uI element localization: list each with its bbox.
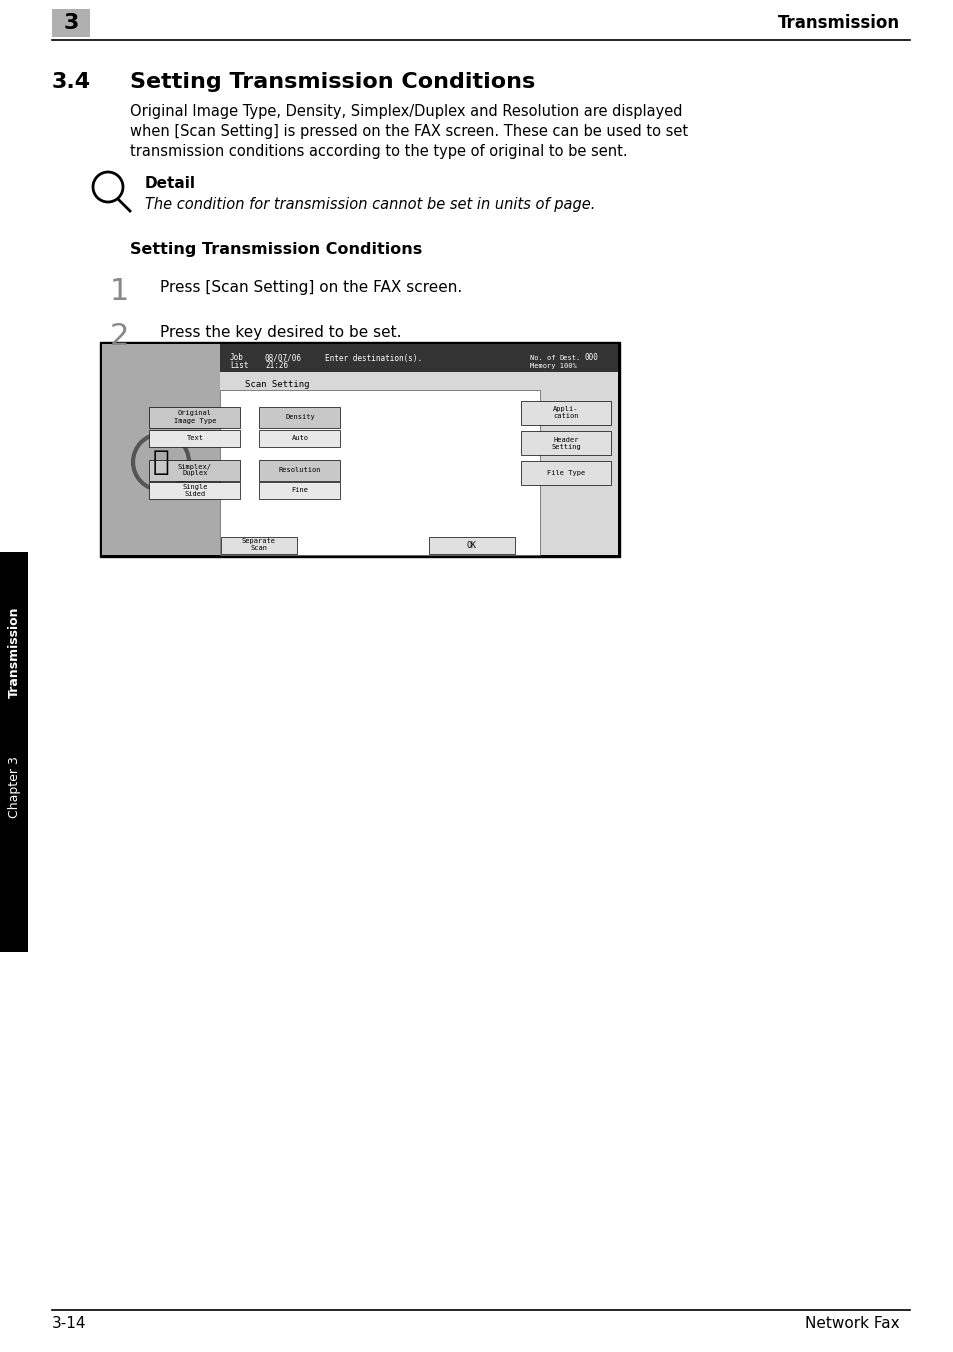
Text: OK: OK	[467, 541, 476, 549]
Text: Network Fax: Network Fax	[804, 1317, 899, 1332]
Text: 3.4: 3.4	[52, 72, 91, 92]
Text: Transmission: Transmission	[8, 606, 20, 698]
FancyBboxPatch shape	[150, 430, 240, 446]
Text: List: List	[230, 361, 248, 369]
FancyBboxPatch shape	[520, 431, 610, 456]
Text: Density: Density	[285, 414, 314, 420]
FancyBboxPatch shape	[100, 342, 619, 557]
Text: Dest.: Dest.	[559, 356, 580, 361]
FancyBboxPatch shape	[220, 343, 618, 372]
Text: Appli-
cation: Appli- cation	[553, 407, 578, 419]
FancyBboxPatch shape	[259, 481, 340, 499]
Text: Setting Transmission Conditions: Setting Transmission Conditions	[130, 72, 535, 92]
FancyBboxPatch shape	[259, 460, 340, 480]
Text: 3: 3	[63, 14, 78, 32]
FancyBboxPatch shape	[102, 343, 220, 556]
Text: 000: 000	[584, 353, 598, 362]
Text: 1: 1	[110, 277, 130, 306]
Text: The condition for transmission cannot be set in units of page.: The condition for transmission cannot be…	[145, 196, 595, 211]
FancyBboxPatch shape	[150, 460, 240, 480]
Text: 08/07/06: 08/07/06	[265, 353, 302, 362]
Text: Auto: Auto	[292, 435, 308, 441]
Text: Header
Setting: Header Setting	[551, 437, 580, 449]
Text: File Type: File Type	[546, 470, 584, 476]
FancyBboxPatch shape	[102, 343, 618, 556]
Text: Simplex/
Duplex: Simplex/ Duplex	[178, 464, 212, 476]
Text: Press [Scan Setting] on the FAX screen.: Press [Scan Setting] on the FAX screen.	[160, 280, 462, 295]
FancyBboxPatch shape	[150, 407, 240, 427]
Text: Separate
Scan: Separate Scan	[242, 538, 275, 552]
Text: Scan Setting: Scan Setting	[245, 380, 309, 389]
FancyBboxPatch shape	[520, 402, 610, 425]
Text: Press the key desired to be set.: Press the key desired to be set.	[160, 324, 401, 339]
Text: Fine: Fine	[292, 487, 308, 493]
Text: Chapter 3: Chapter 3	[8, 756, 20, 818]
FancyBboxPatch shape	[221, 537, 297, 553]
Text: 2: 2	[110, 322, 130, 352]
FancyBboxPatch shape	[429, 537, 515, 553]
Text: Original
Image Type: Original Image Type	[173, 411, 216, 423]
FancyBboxPatch shape	[259, 430, 340, 446]
FancyBboxPatch shape	[520, 461, 610, 485]
Text: transmission conditions according to the type of original to be sent.: transmission conditions according to the…	[130, 145, 627, 160]
Text: Enter destination(s).: Enter destination(s).	[325, 353, 421, 362]
Text: Transmission: Transmission	[777, 14, 899, 32]
Text: 📞: 📞	[152, 448, 169, 476]
Text: Detail: Detail	[145, 177, 195, 192]
Text: 21:26: 21:26	[265, 361, 288, 369]
Text: Setting Transmission Conditions: Setting Transmission Conditions	[130, 242, 422, 257]
FancyBboxPatch shape	[150, 481, 240, 499]
Text: No. of: No. of	[530, 356, 555, 361]
Text: Job: Job	[230, 353, 244, 362]
Text: Single
Sided: Single Sided	[182, 484, 208, 496]
Text: Original Image Type, Density, Simplex/Duplex and Resolution are displayed: Original Image Type, Density, Simplex/Du…	[130, 104, 681, 119]
Text: when [Scan Setting] is pressed on the FAX screen. These can be used to set: when [Scan Setting] is pressed on the FA…	[130, 124, 687, 139]
FancyBboxPatch shape	[52, 9, 90, 37]
Text: 3-14: 3-14	[52, 1317, 87, 1332]
FancyBboxPatch shape	[259, 407, 340, 427]
FancyBboxPatch shape	[0, 552, 28, 952]
Text: Memory 100%: Memory 100%	[530, 362, 577, 369]
Text: Resolution: Resolution	[278, 466, 321, 473]
Text: Text: Text	[186, 435, 203, 441]
FancyBboxPatch shape	[220, 389, 539, 556]
